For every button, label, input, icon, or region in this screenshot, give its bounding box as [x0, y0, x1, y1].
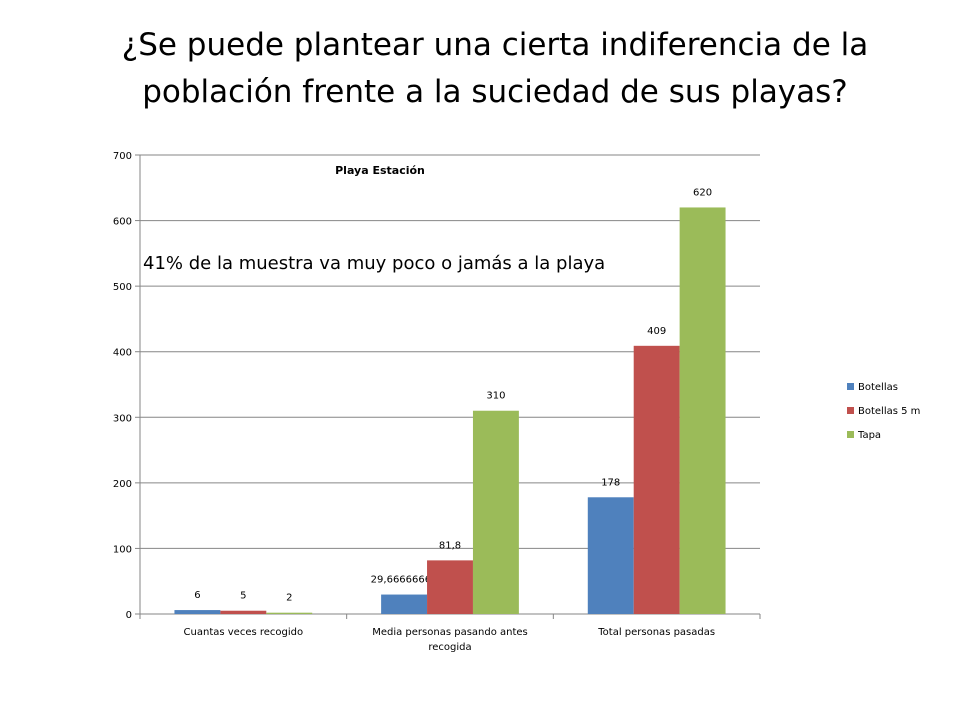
data-label: 81,8 — [439, 540, 461, 551]
legend-label: Botellas 5 m — [858, 406, 920, 417]
data-label: 310 — [486, 391, 505, 402]
chart-title: Playa Estación — [335, 164, 425, 177]
y-tick-label: 700 — [113, 151, 132, 162]
slide-title-line-1: ¿Se puede plantear una cierta indiferenc… — [121, 27, 869, 63]
data-label: 409 — [647, 326, 666, 337]
y-tick-label: 500 — [113, 282, 132, 293]
data-label: 178 — [601, 477, 620, 488]
data-label: 29,66666667 — [371, 575, 438, 586]
y-tick-label: 400 — [113, 348, 132, 359]
y-tick-label: 300 — [113, 413, 132, 424]
legend-swatch — [847, 431, 854, 438]
slide-title-line-2: población frente a la suciedad de sus pl… — [142, 74, 848, 110]
data-label: 2 — [286, 593, 292, 604]
x-category-label: Media personas pasando antes — [372, 627, 528, 638]
bar — [174, 610, 221, 614]
bar — [472, 410, 519, 614]
legend-label: Tapa — [857, 430, 881, 441]
y-tick-label: 100 — [113, 544, 132, 555]
y-tick-label: 600 — [113, 217, 132, 228]
x-category-label: Cuantas veces recogido — [184, 627, 304, 638]
bar — [679, 207, 726, 614]
bar — [427, 560, 473, 614]
y-tick-label: 0 — [126, 610, 132, 621]
bar — [633, 345, 680, 614]
y-tick-label: 200 — [113, 479, 132, 490]
bar — [220, 610, 267, 614]
x-category-label: recogida — [428, 642, 471, 653]
chart-annotation: 41% de la muestra va muy poco o jamás a … — [143, 253, 605, 274]
legend-label: Botellas — [858, 382, 898, 393]
data-label: 6 — [194, 590, 200, 601]
legend-swatch — [847, 383, 854, 390]
bar — [266, 612, 313, 614]
slide-title: ¿Se puede plantear una cierta indiferenc… — [60, 22, 930, 116]
x-category-label: Total personas pasadas — [597, 627, 715, 638]
data-label: 5 — [240, 591, 246, 602]
data-label: 620 — [693, 187, 712, 198]
bar — [587, 497, 634, 614]
legend-swatch — [847, 407, 854, 414]
bar — [381, 594, 428, 614]
